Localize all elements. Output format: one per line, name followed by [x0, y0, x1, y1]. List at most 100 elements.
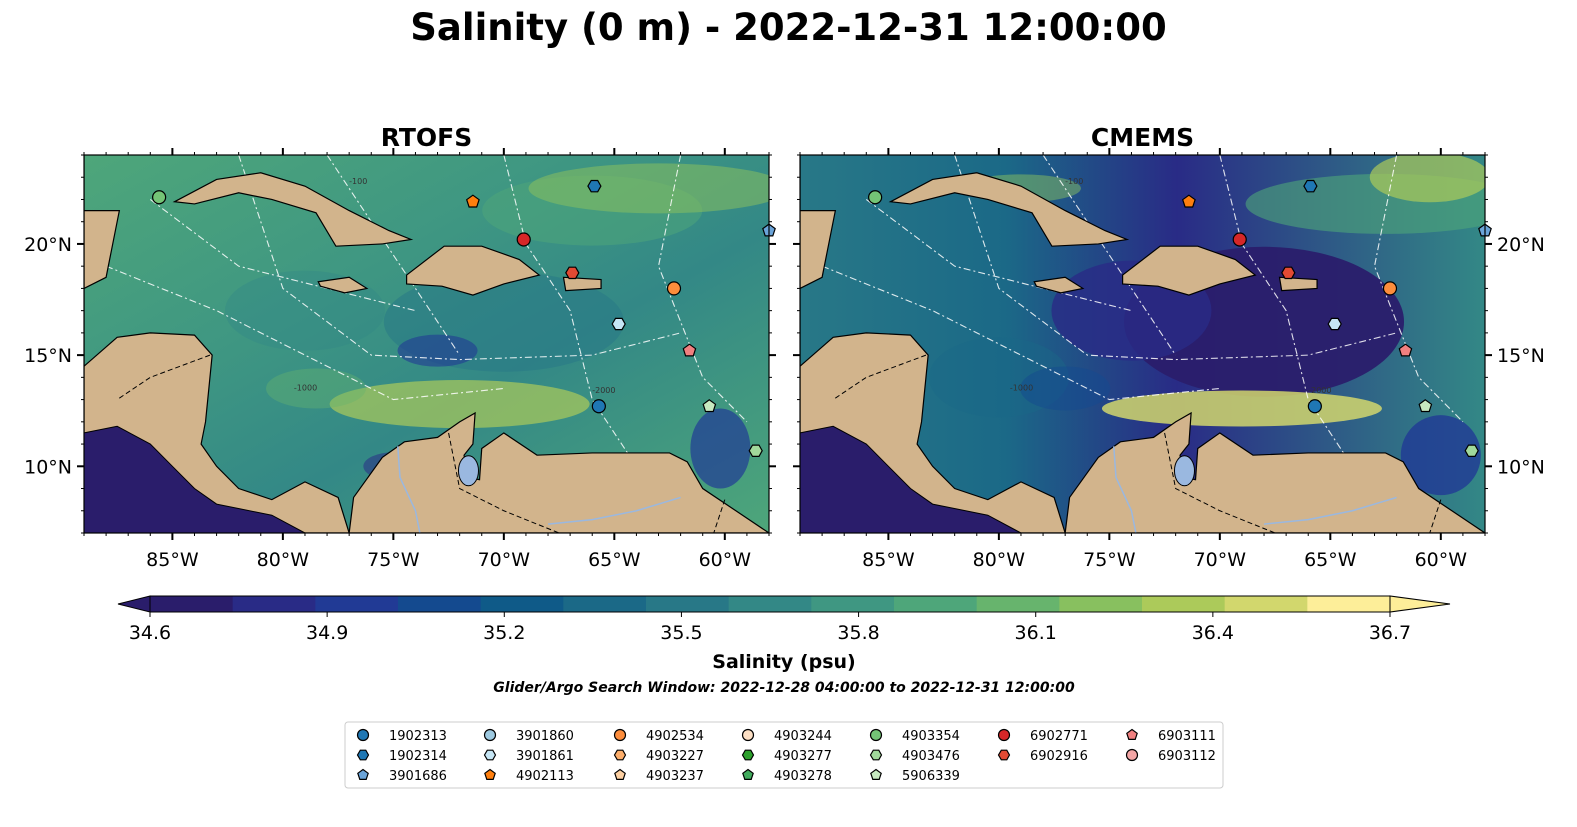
lat-tick-label: 15°N [1497, 345, 1545, 367]
salinity-feature [1369, 155, 1485, 203]
eez-boundary [326, 155, 461, 356]
colorbar-segment [646, 596, 730, 612]
colorbar-segment [398, 596, 482, 612]
land-cuba [172, 172, 414, 247]
colorbar-segment [976, 596, 1060, 612]
float-marker [1307, 399, 1322, 414]
salinity-feature [1020, 366, 1111, 411]
colorbar-tick-label: 35.2 [483, 622, 525, 644]
legend-marker [742, 768, 754, 781]
pacific-ocean [800, 425, 1022, 533]
legend-marker [741, 728, 755, 742]
legend-marker [484, 768, 496, 781]
legend-label: 4903237 [646, 769, 704, 784]
legend-label: 3901860 [516, 729, 574, 744]
country-border [1164, 432, 1276, 533]
colorbar-tick-label: 34.6 [129, 622, 171, 644]
search-window-caption: Glider/Argo Search Window: 2022-12-28 04… [493, 680, 1075, 696]
country-border [832, 354, 927, 401]
map-panel-rtofs: RTOFS -100 -1000 -2000 85°W 80°W 75°W 70°W 65°W 6… [24, 123, 776, 571]
float-marker [152, 190, 167, 205]
colorbar-segment [728, 596, 812, 612]
float-marker [1464, 444, 1479, 457]
lon-tick-label: 65°W [1304, 549, 1357, 571]
colorbar-segment [1224, 596, 1308, 612]
land-hispaniola [406, 245, 541, 296]
colorbar-segment [315, 596, 399, 612]
float-marker [682, 343, 697, 357]
float-legend: 1902313 1902314 3901686 3901860 3901861 49021… [344, 721, 1224, 789]
pacific-ocean [84, 425, 306, 533]
legend-label: 3901686 [389, 769, 447, 784]
colorbar-frame [149, 595, 1391, 613]
colorbar-extend-min [117, 595, 151, 613]
legend-label: 4903354 [902, 729, 960, 744]
contour-label: -100 [1065, 177, 1083, 186]
land-centralAmerica [84, 155, 350, 533]
colorbar-label: Salinity (psu) [712, 651, 855, 673]
float-marker [611, 317, 626, 331]
map-frame [83, 154, 770, 534]
eez-boundary [503, 155, 637, 467]
legend-label: 4903244 [774, 729, 832, 744]
salinity-feature [266, 368, 367, 409]
legend-label: 4902113 [516, 769, 574, 784]
colorbar-segment [480, 596, 564, 612]
lake-maracaibo [1173, 455, 1195, 487]
legend-label: 6902916 [1030, 749, 1088, 764]
legend-marker [483, 749, 497, 761]
colorbar-tick-label: 34.9 [306, 622, 348, 644]
lon-tick-label: 75°W [367, 549, 420, 571]
float-marker [1398, 343, 1413, 357]
legend-marker [741, 749, 755, 761]
figure-title: Salinity (0 m) - 2022-12-31 12:00:00 [410, 6, 1167, 49]
salinity-feature [397, 334, 478, 367]
land-hispaniola [1122, 245, 1257, 296]
map-panel-cmems: CMEMS -100 -1000 -2000 85°W 80°W 75°W 70°W 65°W 6… [793, 123, 1545, 571]
salinity-feature [329, 380, 590, 429]
colorbar-tick-label: 35.8 [837, 622, 879, 644]
float-marker [591, 399, 606, 414]
colorbar-tick-label: 36.7 [1369, 622, 1411, 644]
contour-label: -1000 [294, 384, 317, 393]
contour-label: -2000 [1308, 386, 1331, 395]
lon-tick-label: 70°W [1194, 549, 1247, 571]
panel-title: RTOFS [381, 123, 473, 152]
legend-marker [613, 728, 627, 742]
colorbar-segment [811, 596, 895, 612]
salinity-feature [1400, 415, 1481, 496]
panel-title: CMEMS [1091, 123, 1194, 152]
land-jamaica [317, 276, 369, 294]
colorbar-segment [232, 596, 316, 612]
float-marker [1181, 194, 1196, 208]
float-marker [1281, 266, 1296, 280]
legend-label: 4903476 [902, 749, 960, 764]
colorbar-segment [1059, 596, 1143, 612]
float-marker [1327, 317, 1342, 331]
colorbar-tick-label: 36.4 [1192, 622, 1234, 644]
float-marker [565, 266, 580, 280]
lon-tick-label: 60°W [1415, 549, 1468, 571]
river [1113, 446, 1137, 533]
lon-tick-label: 75°W [1083, 549, 1136, 571]
salinity-feature [224, 270, 385, 351]
legend-marker [357, 768, 369, 781]
legend-label: 6903112 [1158, 749, 1216, 764]
colorbar-segment [1307, 596, 1391, 612]
legend-marker [869, 749, 883, 761]
lat-tick-label: 20°N [1497, 234, 1545, 256]
lon-tick-label: 70°W [478, 549, 531, 571]
legend-marker [870, 768, 882, 781]
lon-tick-label: 85°W [862, 549, 915, 571]
legend-marker [997, 749, 1011, 761]
legend-label: 4903227 [646, 749, 704, 764]
river [1263, 496, 1397, 525]
colorbar-segment [150, 596, 234, 612]
float-marker [702, 399, 717, 413]
legend-label: 6902771 [1030, 729, 1088, 744]
land-puertoRico [562, 276, 602, 292]
legend-marker [356, 728, 370, 742]
salinity-feature [690, 408, 751, 489]
float-marker [587, 179, 602, 193]
